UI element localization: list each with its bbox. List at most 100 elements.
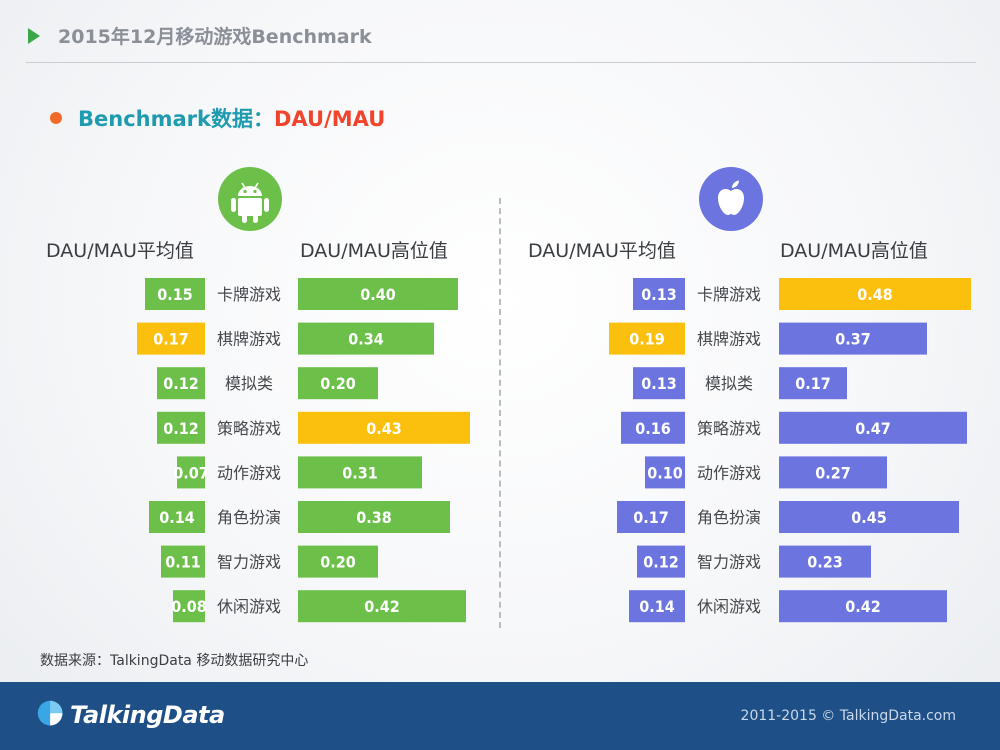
platform-divider [499,198,501,628]
android-high-bar [298,545,378,578]
ios-avg-value-label: 0.14 [639,597,675,616]
android-avg-bar [161,545,205,578]
ios-high-value-label: 0.42 [845,597,881,616]
android-avg-value-label: 0.17 [153,330,189,349]
android-high-value-label: 0.40 [360,285,396,304]
ios-high-bar [779,322,927,355]
android-high-header: DAU/MAU高位值 [300,240,448,262]
android-high-bar [298,411,470,444]
ios-avg-value-label: 0.10 [647,463,683,482]
android-category-label: 棋牌游戏 [217,330,281,349]
android-robot-icon [218,167,282,231]
android-category-label: 动作游戏 [217,463,281,482]
ios-avg-header: DAU/MAU平均值 [528,240,676,262]
ios-avg-bar [621,411,685,444]
ios-avg-value-label: 0.19 [629,330,665,349]
android-avg-bar [145,278,205,310]
android-high-value-label: 0.38 [356,508,392,527]
android-high-bar [298,590,466,623]
android-category-label: 卡牌游戏 [217,285,281,304]
ios-avg-bar [617,501,685,533]
android-avg-value-label: 0.11 [165,553,201,572]
android-high-value-label: 0.20 [320,553,356,572]
ios-high-value-label: 0.17 [795,374,831,393]
android-avg-value-label: 0.07 [173,463,209,482]
android-avg-value-label: 0.14 [159,508,195,527]
ios-high-bar [779,501,959,533]
ios-high-value-label: 0.48 [857,285,893,304]
ios-avg-value-label: 0.13 [641,374,677,393]
ios-high-bar [779,411,967,444]
ios-category-label: 模拟类 [705,374,753,393]
apple-icon [699,167,763,231]
ios-high-value-label: 0.47 [855,419,891,438]
android-category-label: 策略游戏 [217,419,281,438]
android-avg-value-label: 0.12 [163,419,199,438]
ios-high-bar [779,278,971,310]
ios-high-value-label: 0.37 [835,330,871,349]
ios-avg-value-label: 0.13 [641,285,677,304]
ios-category-label: 策略游戏 [697,419,761,438]
android-avg-bar [157,367,205,400]
ios-avg-value-label: 0.17 [633,508,669,527]
footer: TalkingData 2011-2015 © TalkingData.com [0,682,1000,750]
android-avg-bar [157,411,205,444]
bullet-dot-icon [50,112,62,124]
android-avg-value-label: 0.15 [157,285,193,304]
android-avg-value-label: 0.08 [171,597,207,616]
ios-category-label: 智力游戏 [697,553,761,572]
ios-high-bar [779,590,947,623]
ios-category-label: 角色扮演 [697,508,761,527]
android-high-bar [298,322,434,355]
ios-high-value-label: 0.23 [807,553,843,572]
ios-category-label: 卡牌游戏 [697,285,761,304]
android-high-bar [298,367,378,400]
android-high-value-label: 0.20 [320,374,356,393]
ios-avg-value-label: 0.16 [635,419,671,438]
talkingdata-logo-icon [37,700,63,726]
ios-avg-bar [637,545,685,578]
ios-category-label: 休闲游戏 [697,597,761,616]
subtitle-metric: DAU/MAU [273,107,386,131]
android-avg-header: DAU/MAU平均值 [46,240,194,262]
android-high-value-label: 0.34 [348,330,384,349]
data-source-note: 数据来源：TalkingData 移动数据研究中心 [40,653,309,669]
android-avg-bar [149,501,205,533]
header-divider [26,62,976,63]
ios-high-bar [779,545,871,578]
ios-avg-bar [633,367,685,400]
android-avg-bar [177,456,205,489]
android-avg-value-label: 0.12 [163,374,199,393]
ios-avg-bar [633,278,685,310]
ios-high-value-label: 0.27 [815,463,851,482]
android-high-bar [298,501,450,533]
ios-avg-bar [609,322,685,355]
ios-high-value-label: 0.45 [851,508,887,527]
android-high-value-label: 0.42 [364,597,400,616]
ios-avg-bar [645,456,685,489]
ios-high-bar [779,367,847,400]
page-title: 2015年12月移动游戏Benchmark [58,26,372,48]
header: 2015年12月移动游戏Benchmark [0,0,1000,64]
android-high-value-label: 0.31 [342,463,378,482]
android-category-label: 智力游戏 [217,553,281,572]
ios-avg-bar [629,590,685,623]
ios-high-bar [779,456,887,489]
android-high-bar [298,456,422,489]
android-avg-bar [173,590,205,623]
android-avg-bar [137,322,205,355]
android-high-bar [298,278,458,310]
ios-high-header: DAU/MAU高位值 [780,240,928,262]
footer-copyright: 2011-2015 © TalkingData.com [740,708,956,724]
android-high-value-label: 0.43 [366,419,402,438]
subtitle-prefix: Benchmark数据： [78,107,274,131]
ios-avg-value-label: 0.12 [643,553,679,572]
ios-category-label: 动作游戏 [697,463,761,482]
android-category-label: 角色扮演 [217,508,281,527]
section-subtitle: Benchmark数据：DAU/MAU [78,103,385,133]
android-category-label: 休闲游戏 [217,597,281,616]
ios-category-label: 棋牌游戏 [697,330,761,349]
android-category-label: 模拟类 [225,374,273,393]
play-triangle-icon [28,28,40,44]
